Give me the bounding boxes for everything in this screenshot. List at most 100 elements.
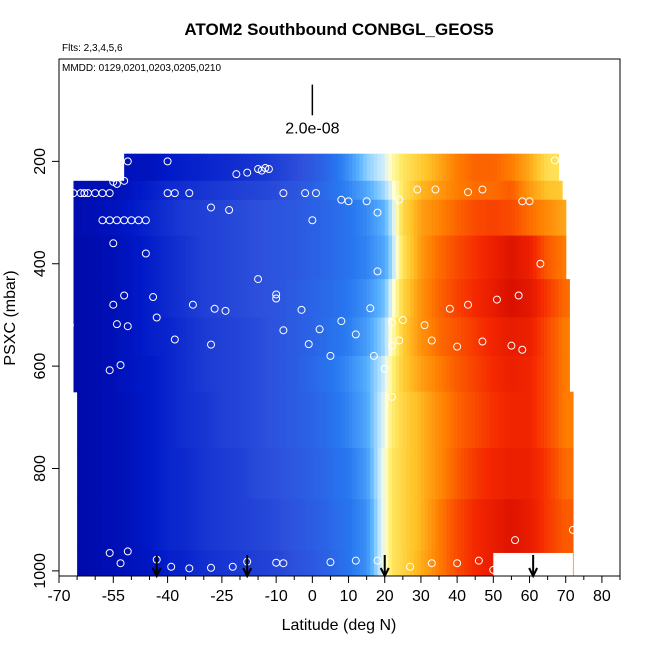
observation-circle — [511, 536, 520, 545]
heatmap-cell — [489, 279, 494, 319]
heatmap-cell — [156, 355, 161, 393]
heatmap-cell — [540, 279, 545, 319]
observation-circle — [366, 304, 375, 313]
heatmap-cell — [156, 180, 161, 201]
heatmap-cell — [214, 355, 219, 393]
heatmap-cell — [366, 391, 371, 449]
heatmap-cell — [464, 391, 469, 449]
heatmap-cell — [265, 499, 270, 552]
heatmap-cell — [391, 317, 397, 357]
heatmap-cell — [319, 550, 324, 576]
heatmap-cell — [297, 153, 303, 182]
heatmap-cell — [529, 391, 534, 449]
heatmap-cell — [200, 448, 205, 500]
heatmap-cell — [142, 180, 147, 201]
heatmap-cell — [106, 180, 111, 201]
heatmap-cell — [428, 355, 433, 393]
heatmap-cell — [182, 153, 187, 182]
heatmap-cell — [116, 279, 122, 319]
heatmap-cell — [301, 199, 306, 237]
heatmap-cell — [435, 153, 440, 182]
heatmap-cell — [558, 317, 563, 357]
heatmap-cell — [428, 550, 433, 576]
heatmap-cell — [323, 279, 328, 319]
heatmap-cell — [102, 199, 107, 237]
heatmap-cell — [196, 153, 201, 182]
heatmap-cell — [366, 279, 371, 319]
heatmap-cell — [95, 499, 100, 552]
heatmap-cell — [87, 391, 93, 449]
heatmap-cell — [348, 499, 353, 552]
observation-circle — [221, 306, 230, 315]
heatmap-cell — [279, 448, 284, 500]
heatmap-cell — [424, 550, 429, 576]
observation-circle — [326, 351, 335, 360]
heatmap-cell — [174, 355, 180, 393]
heatmap-cell — [243, 180, 248, 201]
heatmap-cell — [363, 279, 368, 319]
heatmap-cell — [453, 448, 458, 500]
heatmap-cell — [84, 499, 89, 552]
heatmap-cell — [355, 279, 361, 319]
heatmap-cell — [160, 499, 165, 552]
heatmap-cell — [323, 180, 328, 201]
heatmap-cell — [207, 235, 212, 280]
heatmap-cell — [268, 153, 274, 182]
heatmap-cell — [344, 199, 350, 237]
heatmap-cell — [518, 153, 523, 182]
heatmap-cell — [149, 499, 154, 552]
heatmap-cell — [120, 235, 125, 280]
heatmap-cell — [547, 355, 552, 393]
heatmap-cell — [478, 199, 484, 237]
heatmap-cell — [370, 499, 375, 552]
heatmap-cell — [355, 355, 361, 393]
heatmap-cell — [460, 448, 465, 500]
heatmap-cell — [540, 199, 545, 237]
heatmap-cell — [402, 235, 408, 280]
heatmap-cell — [214, 279, 219, 319]
heatmap-cell — [522, 317, 527, 357]
heatmap-cell — [211, 317, 216, 357]
heatmap-cell — [373, 153, 379, 182]
heatmap-cell — [431, 448, 437, 500]
heatmap-cell — [301, 499, 306, 552]
heatmap-cell — [113, 279, 118, 319]
heatmap-cell — [218, 153, 223, 182]
heatmap-cell — [182, 180, 187, 201]
heatmap-cell — [98, 180, 104, 201]
heatmap-cell — [174, 499, 180, 552]
heatmap-cell — [153, 199, 158, 237]
heatmap-cell — [442, 499, 447, 552]
heatmap-cell — [116, 180, 122, 201]
heatmap-cell — [131, 550, 136, 576]
heatmap-cell — [160, 279, 165, 319]
heatmap-cell — [268, 279, 274, 319]
heatmap-cell — [211, 499, 216, 552]
heatmap-cell — [287, 180, 292, 201]
heatmap-cell — [525, 355, 531, 393]
heatmap-cell — [511, 235, 516, 280]
heatmap-cell — [149, 180, 154, 201]
heatmap-cell — [142, 279, 147, 319]
heatmap-cell — [124, 499, 129, 552]
heatmap-cell — [236, 317, 241, 357]
heatmap-cell — [189, 153, 194, 182]
heatmap-cell — [453, 550, 458, 576]
heatmap-cell — [388, 448, 393, 500]
heatmap-cell — [431, 391, 437, 449]
heatmap-cell — [258, 499, 263, 552]
heatmap-cell — [308, 153, 313, 182]
heatmap-cell — [203, 355, 208, 393]
heatmap-cell — [218, 499, 223, 552]
heatmap-cell — [200, 355, 205, 393]
heatmap-cell — [391, 448, 397, 500]
heatmap-cell — [250, 279, 256, 319]
observation-circle — [398, 316, 407, 325]
heatmap-cell — [388, 199, 393, 237]
heatmap-cell — [554, 448, 560, 500]
heatmap-cell — [431, 235, 437, 280]
heatmap-cell — [98, 235, 104, 280]
heatmap-cell — [420, 317, 426, 357]
heatmap-cell — [124, 153, 129, 182]
